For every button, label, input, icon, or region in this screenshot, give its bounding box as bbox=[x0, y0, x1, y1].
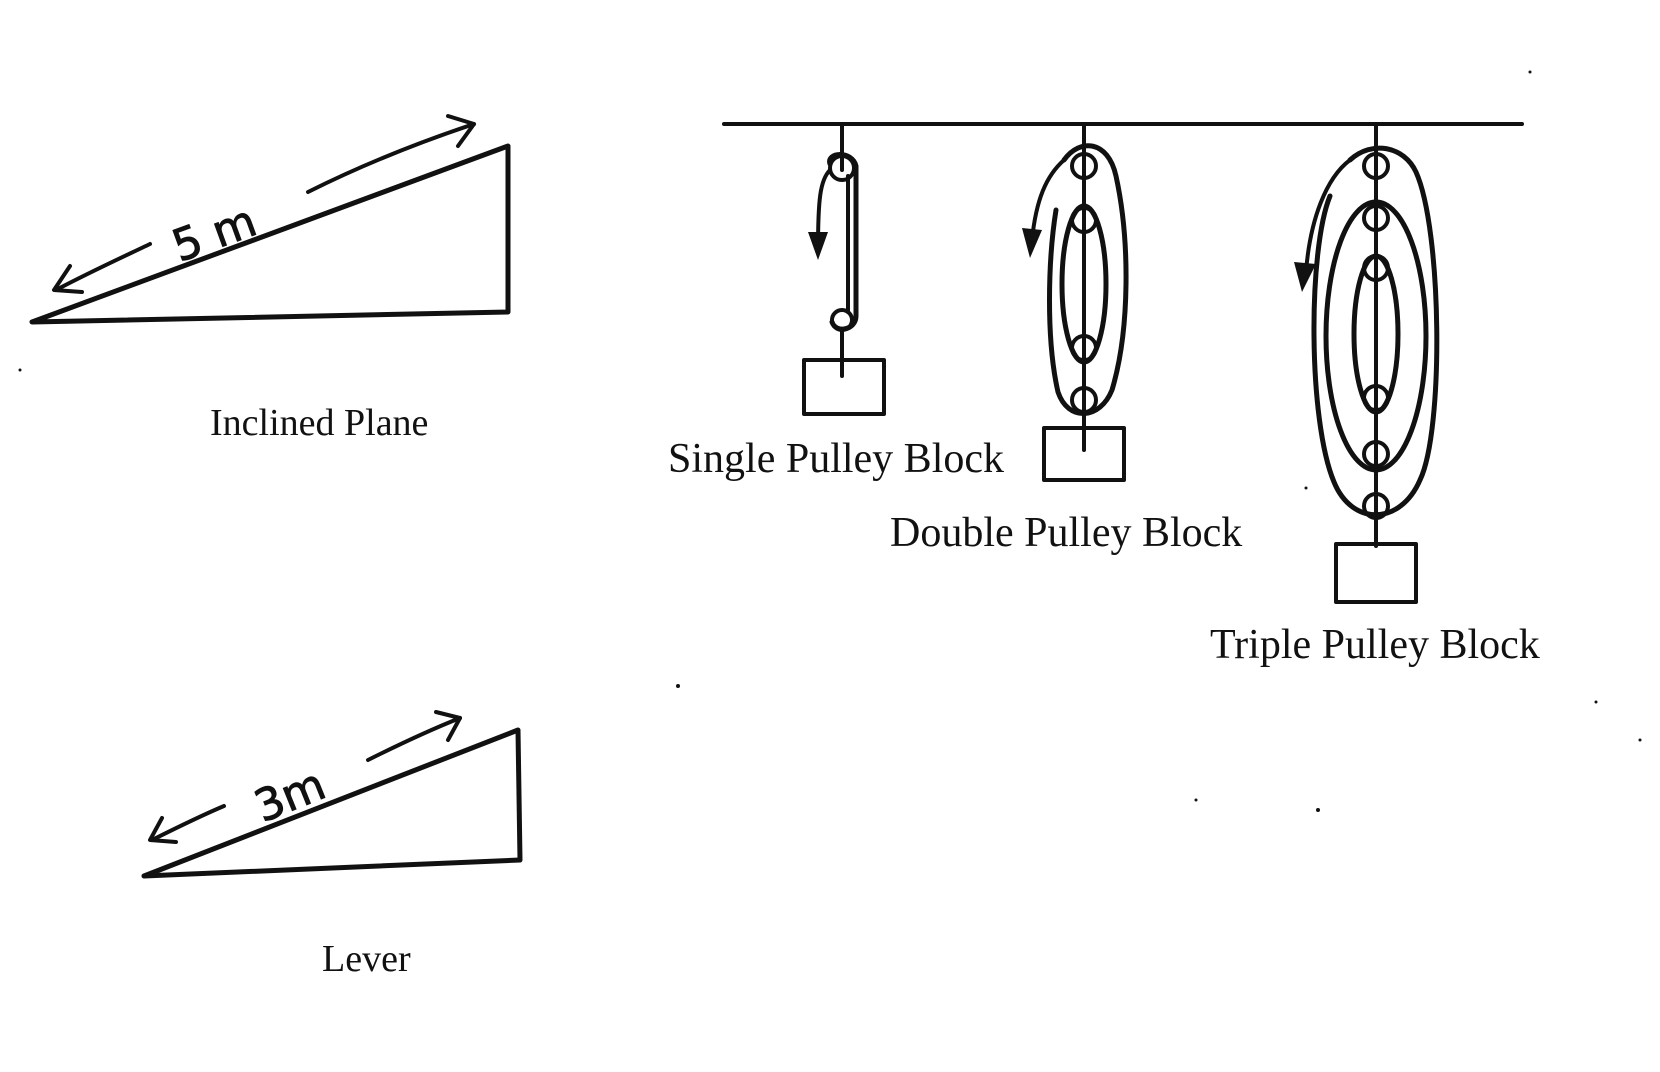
inclined-plane-arrow-right-head bbox=[446, 114, 476, 148]
inclined-plane-figure: 5 m bbox=[29, 114, 511, 325]
triple-pulley-block bbox=[1294, 122, 1440, 604]
triple-pulley-bottom-wheel-3 bbox=[1362, 492, 1390, 520]
double-pulley-pull-rope bbox=[1030, 158, 1066, 242]
single-pulley-caption: Single Pulley Block bbox=[668, 436, 1004, 482]
scan-specks bbox=[18, 70, 1642, 812]
single-pulley-block bbox=[802, 122, 886, 416]
double-pulley-block bbox=[1022, 122, 1129, 482]
double-pulley-inner-rope bbox=[1059, 203, 1109, 365]
single-pulley-pull-arrow-head bbox=[808, 232, 828, 260]
triple-pulley-load-weight bbox=[1334, 542, 1418, 604]
double-pulley-caption: Double Pulley Block bbox=[890, 510, 1243, 556]
inclined-plane-caption: Inclined Plane bbox=[210, 402, 429, 444]
lever-arrow-left-head bbox=[148, 816, 178, 844]
inclined-plane-triangle bbox=[29, 143, 511, 325]
inclined-plane-arrow-left-head bbox=[52, 264, 84, 294]
double-pulley-load-weight bbox=[1042, 426, 1126, 482]
triple-pulley-inner-rope bbox=[1351, 253, 1401, 415]
lever-arrow-right-segment bbox=[366, 716, 462, 762]
double-pulley-outer-rope bbox=[1047, 143, 1129, 416]
lever-arrow-right-head bbox=[434, 710, 462, 742]
double-pulley-pull-arrow-head bbox=[1022, 228, 1042, 258]
lever-length-label: 3m bbox=[248, 759, 333, 833]
inclined-plane-arrow-left-segment bbox=[54, 242, 152, 292]
inclined-plane-arrow-right-segment bbox=[306, 122, 476, 194]
lever-triangle bbox=[141, 727, 523, 879]
triple-pulley-top-wheel-1 bbox=[1362, 152, 1390, 180]
lever-figure: 3m bbox=[141, 710, 523, 879]
double-pulley-top-wheel-1 bbox=[1070, 152, 1098, 180]
triple-pulley-middle-rope bbox=[1323, 199, 1429, 473]
inclined-plane-length-label: 5 m bbox=[166, 196, 263, 273]
triple-pulley-outer-rope bbox=[1311, 145, 1440, 518]
lever-caption: Lever bbox=[322, 938, 411, 980]
triple-pulley-caption: Triple Pulley Block bbox=[1210, 622, 1540, 668]
lever-arrow-left-segment bbox=[150, 804, 226, 842]
triple-pulley-pull-arrow-head bbox=[1294, 262, 1316, 292]
triple-pulley-top-wheel-2 bbox=[1362, 204, 1390, 232]
triple-pulley-bottom-wheel-2 bbox=[1362, 440, 1390, 468]
triple-pulley-pull-rope bbox=[1304, 158, 1352, 274]
single-pulley-load-weight bbox=[802, 358, 886, 416]
